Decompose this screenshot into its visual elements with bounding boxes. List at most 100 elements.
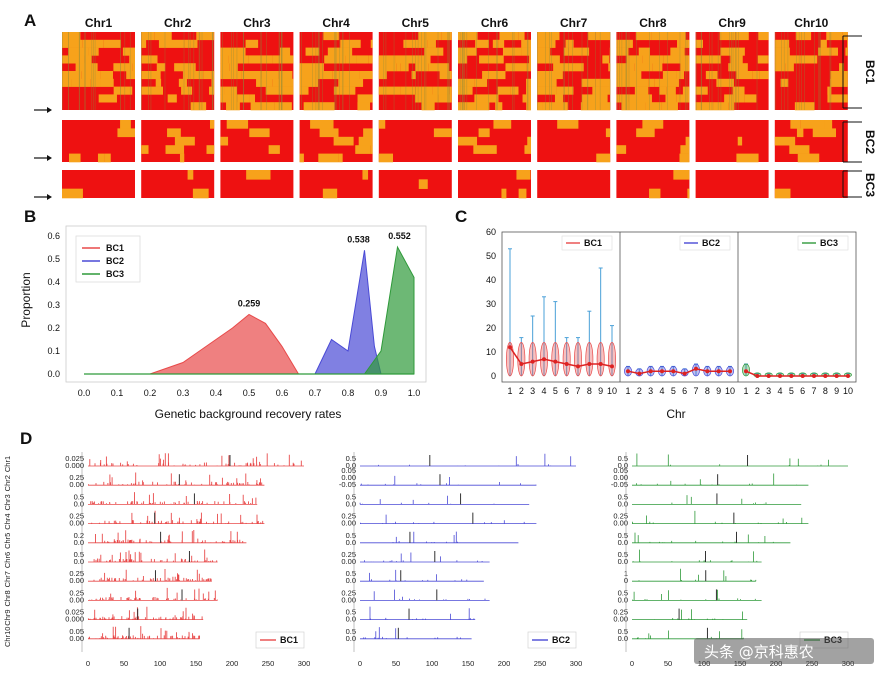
d-signal (360, 475, 537, 486)
c-mean-point (716, 369, 721, 374)
c-mean-point (789, 374, 794, 378)
b-xtick: 0.0 (78, 388, 91, 398)
b-legend-label-bc1: BC1 (106, 243, 124, 253)
panel-b-area-chart: Proportion Genetic background recovery r… (19, 225, 427, 421)
c-xtick: 3 (530, 386, 535, 396)
d-signal (360, 514, 525, 524)
d-legend-label-bc2: BC2 (552, 635, 570, 645)
d-xtick: 50 (392, 659, 400, 668)
c-legend-label-bc3: BC3 (820, 238, 838, 248)
d-signal (93, 549, 218, 562)
d-row-label-8: Chr8 (3, 590, 12, 606)
heatmap-block-bc3-chr2 (141, 170, 215, 199)
d-signal (636, 473, 797, 486)
c-violin (596, 342, 605, 377)
heatmap-block-bc3-chr5 (378, 170, 452, 198)
b-legend-label-bc3: BC3 (106, 269, 124, 279)
chr-label-7: Chr7 (560, 16, 588, 30)
d-signal (88, 472, 263, 486)
c-xtick: 2 (755, 386, 760, 396)
d-ytick: 0.00 (613, 615, 628, 624)
d-signal (364, 552, 483, 562)
heatmap-block-bc2-chr5 (378, 120, 452, 163)
d-ytick: 0.05 (69, 627, 84, 636)
d-ytick: 0.25 (69, 569, 84, 578)
d-xtick: 250 (262, 659, 275, 668)
c-legend-label-bc2: BC2 (702, 238, 720, 248)
c-mean-point (682, 371, 687, 376)
d-signal (374, 453, 572, 466)
d-ytick: 0.5 (618, 550, 628, 559)
b-xtick: 0.7 (309, 388, 322, 398)
c-ytick: 0 (491, 371, 496, 381)
d-ytick: 0.00 (613, 519, 628, 528)
chr-label-6: Chr6 (481, 16, 509, 30)
c-mean-point (671, 369, 676, 374)
c-mean-point (694, 366, 698, 371)
d-xtick: 0 (86, 659, 90, 668)
c-violin (528, 342, 537, 377)
c-xtick: 6 (564, 386, 569, 396)
heatmap-block-bc1-chr4 (299, 32, 373, 111)
c-xtick: 1 (743, 386, 748, 396)
d-ytick: 0.00 (69, 576, 84, 585)
c-mean-point (834, 374, 839, 378)
d-ytick: 0.00 (69, 634, 84, 643)
heatmap-block-bc1-chr8 (616, 32, 690, 111)
b-area-bc2 (314, 250, 382, 375)
d-signal (632, 510, 803, 524)
panel-letter-a: A (24, 11, 36, 30)
heatmap-block-bc1-chr7 (537, 32, 611, 111)
c-mean-point (778, 374, 782, 378)
heatmap-block-bc2-chr4 (299, 120, 373, 163)
c-xtick: 8 (587, 386, 592, 396)
d-ytick: 0.5 (618, 588, 628, 597)
d-xtick: 200 (498, 659, 511, 668)
d-ytick: 0.25 (341, 588, 356, 597)
d-ytick: 0.0 (346, 461, 356, 470)
d-signal (89, 453, 302, 466)
d-ytick: 0.5 (346, 531, 356, 540)
d-row-label-10: Chr10 (3, 627, 12, 647)
b-ytick: 0.5 (47, 254, 60, 264)
panel-d-distributions: Chr1 Chr2 Chr3 Chr4 Chr5 Chr6 Chr7 Chr8 Chr9 Chr1… (3, 452, 854, 668)
b-ylabel: Proportion (19, 272, 33, 327)
heatmap-block-bc2-chr6 (458, 120, 531, 162)
d-signal (632, 589, 756, 601)
b-xtick: 0.6 (276, 388, 289, 398)
c-mean-point (800, 374, 805, 378)
c-xtick: 10 (843, 386, 853, 396)
heatmap-block-bc2-chr10 (774, 120, 848, 163)
b-ytick: 0.4 (47, 277, 60, 287)
d-signal (90, 492, 257, 505)
d-ytick: 0.5 (618, 454, 628, 463)
c-xtick: 5 (671, 386, 676, 396)
d-signal (654, 609, 743, 620)
c-mean-point (728, 369, 732, 374)
d-legend-bc2 (527, 631, 577, 649)
d-ytick: 0.5 (346, 608, 356, 617)
c-xlabel: Chr (666, 407, 685, 421)
c-xtick: 7 (693, 386, 698, 396)
d-signal (373, 589, 486, 601)
c-xtick: 4 (541, 386, 546, 396)
d-xtick: 300 (570, 659, 583, 668)
d-xtick: 50 (120, 659, 128, 668)
d-row-label-9: Chr9 (3, 609, 12, 625)
c-xtick: 4 (777, 386, 782, 396)
arrow-icon-3 (47, 194, 52, 200)
c-mean-point (508, 345, 512, 350)
b-xtick: 0.1 (111, 388, 124, 398)
c-ytick: 40 (486, 275, 496, 285)
heatmap-block-bc3-chr1 (62, 170, 135, 199)
heatmap-block-bc2-chr7 (537, 120, 611, 163)
d-signal (634, 532, 774, 543)
c-xtick: 1 (625, 386, 630, 396)
d-ytick: 0.0 (618, 499, 628, 508)
d-xtick: 0 (358, 659, 362, 668)
b-xtick: 0.4 (210, 388, 223, 398)
d-signal (93, 569, 212, 582)
d-ytick: 0.0 (618, 595, 628, 604)
b-xtick: 0.9 (375, 388, 388, 398)
